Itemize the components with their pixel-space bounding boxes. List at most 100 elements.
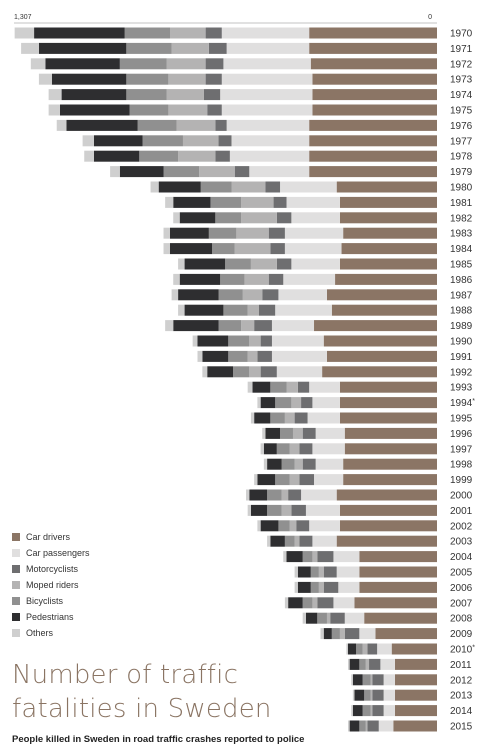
bar-segment-pedestrians (178, 289, 219, 301)
bar-segment-others (192, 335, 198, 347)
bar-segment-motorcyclists (215, 150, 230, 162)
bar-segment-car-drivers (322, 366, 437, 378)
bar-segment-car-passengers (275, 304, 332, 316)
bar-segment-moped-riders (231, 181, 266, 193)
bar-segment-car-drivers (359, 551, 437, 563)
year-label-text: 2011 (450, 660, 472, 671)
year-label-text: 2009 (450, 629, 473, 640)
bar-segment-car-passengers (271, 320, 315, 332)
bar-segment-others (263, 458, 268, 470)
bar-segment-moped-riders (234, 243, 271, 255)
bar-segment-pedestrians (257, 474, 276, 486)
bar-segment-car-drivers (309, 119, 437, 131)
bar-segment-motorcyclists (323, 566, 337, 578)
bar-segment-others (171, 289, 179, 301)
year-label: 1980 (450, 183, 473, 194)
year-label-text: 2003 (450, 537, 473, 548)
bar-segment-bicyclists (302, 551, 313, 563)
bar-segment-pedestrians (263, 443, 277, 455)
bar-segment-pedestrians (179, 212, 216, 224)
bar-segment-car-passengers (291, 258, 340, 270)
year-label-text: 2005 (450, 568, 473, 579)
bar-segment-motorcyclists (372, 689, 384, 701)
bar-segment-motorcyclists (301, 397, 313, 409)
bar-segment-moped-riders (166, 58, 206, 70)
year-label-text: 1994 (450, 398, 473, 409)
year-label: 1988 (450, 306, 473, 317)
bar-segment-bicyclists (359, 720, 366, 732)
bar-segment-pedestrians (354, 689, 365, 701)
legend-label: Bicyclists (26, 596, 64, 606)
legend-item-others: Others (12, 625, 90, 641)
bar-segment-others (178, 304, 185, 316)
bar-segment-car-passengers (284, 227, 344, 239)
bar-segment-others (178, 258, 185, 270)
year-label-text: 1982 (450, 213, 473, 224)
bar-segment-moped-riders (281, 489, 289, 501)
bar-segment-car-drivers (393, 720, 437, 732)
year-label-text: 1973 (450, 75, 473, 86)
bar-segment-moped-riders (284, 412, 295, 424)
year-label-text: 1990 (450, 337, 473, 348)
bar-segment-car-passengers (305, 504, 340, 516)
year-label: 2012 (450, 675, 473, 686)
bar-segment-bicyclists (126, 42, 172, 54)
bar-segment-motorcyclists (299, 443, 313, 455)
year-label-text: 1985 (450, 260, 473, 271)
bar-segment-others (351, 674, 353, 686)
bar-segment-car-passengers (291, 212, 340, 224)
bar-segment-car-passengers (312, 397, 340, 409)
bar-segment-car-passengers (314, 474, 344, 486)
bar-segment-pedestrians (270, 535, 285, 547)
legend-label: Pedestrians (26, 612, 74, 622)
bar-segment-others (257, 397, 261, 409)
year-label-text: 1986 (450, 275, 473, 286)
bar-segment-car-drivers (336, 181, 437, 193)
bar-segment-moped-riders (370, 705, 373, 717)
bar-segment-car-drivers (339, 212, 437, 224)
bar-segment-motorcyclists (323, 581, 339, 593)
year-label-text: 1987 (450, 290, 473, 301)
bar-segment-motorcyclists (260, 335, 272, 347)
bar-segment-pedestrians (260, 520, 279, 532)
bar-segment-moped-riders (241, 320, 255, 332)
bar-segment-car-drivers (343, 474, 437, 486)
year-label: 1985 (450, 260, 473, 271)
bar-segment-motorcyclists (276, 258, 292, 270)
bar-segment-bicyclists (126, 73, 169, 85)
bar-segment-moped-riders (318, 566, 324, 578)
year-label: 1997 (450, 444, 473, 455)
bar-segment-moped-riders (242, 289, 263, 301)
legend-swatch (12, 565, 20, 573)
year-footnote-mark: * (472, 398, 475, 405)
year-label: 2004 (450, 552, 473, 563)
bar-segment-car-passengers (278, 289, 327, 301)
year-label: 2000 (450, 491, 473, 502)
bar-segment-moped-riders (176, 119, 216, 131)
bar-segment-others (320, 628, 324, 640)
year-label-text: 2014 (450, 706, 473, 717)
bar-segment-moped-riders (365, 658, 370, 670)
bar-segment-others (165, 320, 174, 332)
bar-segment-car-drivers (309, 150, 437, 162)
year-label: 1971 (450, 44, 473, 55)
bar-segment-moped-riders (250, 258, 277, 270)
year-label-text: 1981 (450, 198, 473, 209)
bar-segment-moped-riders (182, 135, 219, 147)
bar-segment-bicyclists (275, 397, 292, 409)
bar-segment-moped-riders (166, 89, 204, 101)
bar-segment-pedestrians (158, 181, 201, 193)
bar-segment-pedestrians (265, 427, 281, 439)
bar-segment-car-passengers (284, 243, 342, 255)
bar-segment-car-passengers (312, 535, 337, 547)
bar-segment-pedestrians (119, 166, 164, 178)
bar-segment-moped-riders (289, 474, 300, 486)
bar-segment-motorcyclists (299, 535, 313, 547)
year-label-text: 1971 (450, 44, 473, 55)
bar-segment-moped-riders (168, 104, 208, 116)
legend-item-car-passengers: Car passengers (12, 545, 90, 561)
chart-subtitle: People killed in Sweden in road traffic … (12, 734, 305, 745)
bar-segment-car-passengers (220, 89, 313, 101)
bar-segment-car-drivers (344, 443, 437, 455)
bar-segment-bicyclists (275, 474, 290, 486)
